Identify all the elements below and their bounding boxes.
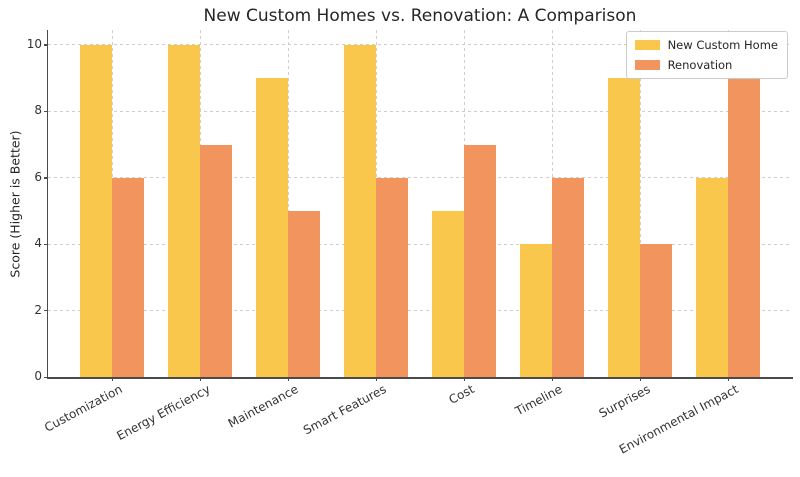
h-gridline-6 <box>48 177 792 179</box>
y-tick-label-10: 10 <box>26 36 42 51</box>
x-tick-timeline <box>551 377 553 381</box>
y-axis-spine <box>47 30 49 378</box>
x-tick-cost <box>463 377 465 381</box>
bar-renovation-timeline <box>552 177 584 377</box>
x-tick-customization <box>111 377 113 381</box>
legend-item-new-custom-home: New Custom Home <box>634 38 778 52</box>
bar-renovation-maintenance <box>288 210 320 377</box>
y-tick-0 <box>44 376 48 378</box>
x-tick-environmental-impact <box>727 377 729 381</box>
y-tick-label-4: 4 <box>34 236 42 251</box>
v-gridline-maintenance <box>287 30 289 377</box>
bar-new-custom-home-cost <box>432 210 464 377</box>
y-tick-label-0: 0 <box>34 369 42 383</box>
v-gridline-surprises <box>639 30 641 377</box>
x-axis-spine <box>47 377 793 379</box>
y-tick-6 <box>44 177 48 179</box>
bar-new-custom-home-environmental-impact <box>696 177 728 377</box>
bar-renovation-customization <box>112 177 144 377</box>
bar-renovation-environmental-impact <box>728 78 760 377</box>
h-gridline-4 <box>48 243 792 245</box>
bar-new-custom-home-smart-features <box>344 44 376 377</box>
bar-renovation-smart-features <box>376 177 408 377</box>
legend-label-new-custom-home: New Custom Home <box>667 38 778 52</box>
h-gridline-10 <box>48 44 792 46</box>
x-tick-smart-features <box>375 377 377 381</box>
y-tick-label-8: 8 <box>34 103 42 118</box>
bar-renovation-surprises <box>640 244 672 377</box>
bar-new-custom-home-surprises <box>608 78 640 377</box>
y-tick-label-6: 6 <box>34 169 42 184</box>
y-tick-10 <box>44 44 48 46</box>
chart-title: New Custom Homes vs. Renovation: A Compa… <box>203 6 637 26</box>
x-tick-surprises <box>639 377 641 381</box>
y-tick-8 <box>44 110 48 113</box>
legend: New Custom Home Renovation <box>625 31 788 79</box>
bar-new-custom-home-timeline <box>520 244 552 377</box>
legend-item-renovation: Renovation <box>634 58 778 72</box>
x-tick-maintenance <box>287 377 289 381</box>
y-axis-label: Score (Higher is Better) <box>7 130 23 278</box>
h-gridline-2 <box>48 310 792 312</box>
y-tick-2 <box>44 310 48 312</box>
y-tick-4 <box>44 243 48 245</box>
bar-renovation-energy-efficiency <box>200 144 232 377</box>
bar-new-custom-home-energy-efficiency <box>168 44 200 377</box>
legend-swatch-new-custom-home <box>634 40 660 50</box>
legend-label-renovation: Renovation <box>667 58 733 72</box>
bar-new-custom-home-customization <box>80 44 112 377</box>
y-tick-label-2: 2 <box>34 302 42 317</box>
legend-swatch-renovation <box>634 60 660 70</box>
bar-new-custom-home-maintenance <box>256 78 288 377</box>
h-gridline-8 <box>48 110 792 112</box>
bar-renovation-cost <box>464 144 496 377</box>
x-tick-energy-efficiency <box>199 377 201 381</box>
plot-area <box>44 30 793 381</box>
